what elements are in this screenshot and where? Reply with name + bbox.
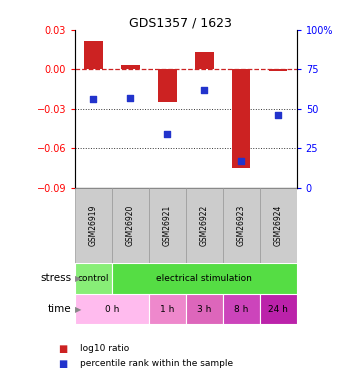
Point xyxy=(128,95,133,101)
Text: 1 h: 1 h xyxy=(160,305,175,314)
Bar xyxy=(75,294,149,324)
Text: 24 h: 24 h xyxy=(268,305,288,314)
Text: 8 h: 8 h xyxy=(234,305,249,314)
Text: GSM26923: GSM26923 xyxy=(237,204,246,246)
Bar xyxy=(223,188,260,262)
Text: ■: ■ xyxy=(58,344,67,354)
Point xyxy=(202,87,207,93)
Text: 0 h: 0 h xyxy=(105,305,119,314)
Bar xyxy=(158,69,177,102)
Text: electrical stimulation: electrical stimulation xyxy=(157,274,252,283)
Text: ▶: ▶ xyxy=(75,274,81,283)
Bar xyxy=(260,188,297,262)
Text: control: control xyxy=(78,274,109,283)
Text: GSM26922: GSM26922 xyxy=(200,204,209,246)
Bar xyxy=(75,188,112,262)
Bar xyxy=(75,262,112,294)
Text: time: time xyxy=(48,304,72,314)
Bar xyxy=(186,294,223,324)
Bar xyxy=(149,294,186,324)
Bar xyxy=(260,294,297,324)
Text: GSM26920: GSM26920 xyxy=(126,204,135,246)
Bar xyxy=(121,65,140,69)
Bar xyxy=(84,40,103,69)
Text: ■: ■ xyxy=(58,359,67,369)
Text: ▶: ▶ xyxy=(75,305,81,314)
Text: GDS1357 / 1623: GDS1357 / 1623 xyxy=(129,17,232,30)
Text: 3 h: 3 h xyxy=(197,305,211,314)
Text: stress: stress xyxy=(41,273,72,284)
Bar xyxy=(195,53,213,69)
Point xyxy=(165,131,170,137)
Text: GSM26919: GSM26919 xyxy=(89,204,98,246)
Point xyxy=(91,96,96,102)
Text: GSM26924: GSM26924 xyxy=(274,204,283,246)
Bar xyxy=(186,188,223,262)
Bar xyxy=(232,69,251,168)
Bar xyxy=(112,188,149,262)
Text: percentile rank within the sample: percentile rank within the sample xyxy=(80,359,233,368)
Bar xyxy=(112,262,297,294)
Text: log10 ratio: log10 ratio xyxy=(80,344,129,353)
Text: GSM26921: GSM26921 xyxy=(163,204,172,246)
Point xyxy=(239,158,244,164)
Bar xyxy=(269,69,287,70)
Point xyxy=(276,112,281,118)
Bar xyxy=(223,294,260,324)
Bar xyxy=(149,188,186,262)
